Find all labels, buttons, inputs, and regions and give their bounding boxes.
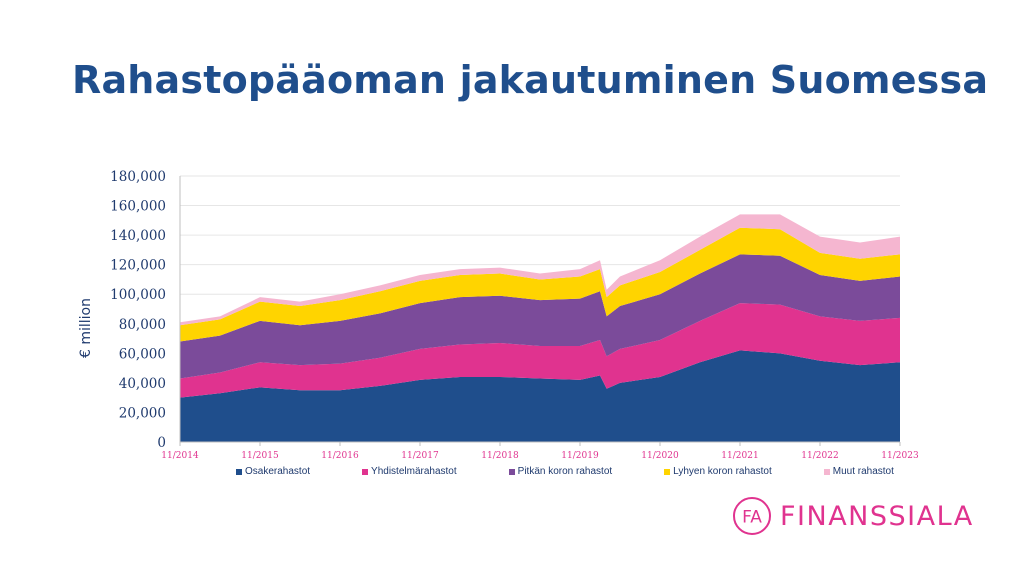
- y-tick-label: 20,000: [119, 405, 166, 421]
- finanssiala-logo-icon: FA: [733, 497, 771, 535]
- logo-text: FINANSSIALA: [780, 500, 974, 532]
- x-tick-label: 11/2019: [561, 451, 599, 461]
- x-tick-label: 11/2016: [321, 451, 359, 461]
- x-tick-label: 11/2022: [801, 451, 838, 461]
- legend-swatch: [508, 468, 515, 475]
- x-tick-label: 11/2017: [401, 451, 439, 461]
- y-tick-label: 40,000: [119, 376, 166, 392]
- legend-swatch: [664, 468, 671, 475]
- legend-item: Yhdistelmärahastot: [362, 466, 457, 477]
- area-lyhyen-koron-rahastot: [180, 227, 900, 342]
- legend-label: Osakerahastot: [245, 466, 311, 477]
- x-tick-label: 11/2014: [161, 451, 199, 461]
- y-tick-label: 0: [157, 435, 166, 451]
- legend-item: Osakerahastot: [236, 466, 310, 477]
- svg-text:FA: FA: [742, 508, 762, 528]
- area-series: [180, 214, 900, 442]
- y-axis-label: € million: [78, 298, 94, 358]
- y-tick-label: 180,000: [110, 169, 166, 185]
- x-tick-label: 11/2020: [641, 451, 679, 461]
- x-tick-label: 11/2015: [241, 451, 279, 461]
- finanssiala-logo: FA FINANSSIALA: [732, 496, 974, 536]
- legend-item: Lyhyen koron rahastot: [664, 466, 772, 477]
- x-tick-label: 11/2018: [481, 451, 519, 461]
- area-yhdistelm-rahastot: [180, 303, 900, 398]
- legend-swatch: [823, 468, 830, 475]
- axes: [179, 176, 901, 446]
- page-title: Rahastopääoman jakautuminen Suomessa: [72, 58, 989, 102]
- legend-label: Yhdistelmärahastot: [371, 466, 457, 477]
- legend-label: Pitkän koron rahastot: [517, 466, 613, 477]
- x-tick-labels: 11/2014 11/2015 11/2016 11/2017 11/2018 11/20…: [161, 451, 919, 461]
- legend-swatch: [362, 468, 369, 475]
- y-tick-label: 60,000: [119, 346, 166, 362]
- y-tick-label: 140,000: [110, 228, 166, 244]
- chart-legend: Osakerahastot Yhdistelmärahastot Pitkän ko…: [236, 466, 936, 477]
- x-tick-label: 11/2021: [721, 451, 758, 461]
- y-tick-labels: 0 20,000 40,000 60,000 80,000 100,000 120,000 1…: [110, 169, 166, 451]
- y-tick-label: 120,000: [110, 258, 166, 274]
- y-tick-label: 100,000: [110, 287, 166, 303]
- legend-item: Muut rahastot: [823, 466, 894, 477]
- area-pitk-n-koron-rahastot: [180, 254, 900, 379]
- legend-item: Pitkän koron rahastot: [508, 466, 613, 477]
- area-osakerahastot: [180, 350, 900, 442]
- y-tick-label: 80,000: [119, 317, 166, 333]
- y-tick-label: 160,000: [110, 199, 166, 215]
- legend-swatch: [236, 468, 242, 475]
- x-tick-label: 11/2023: [881, 451, 919, 461]
- legend-label: Lyhyen koron rahastot: [673, 466, 772, 477]
- legend-label: Muut rahastot: [832, 466, 894, 477]
